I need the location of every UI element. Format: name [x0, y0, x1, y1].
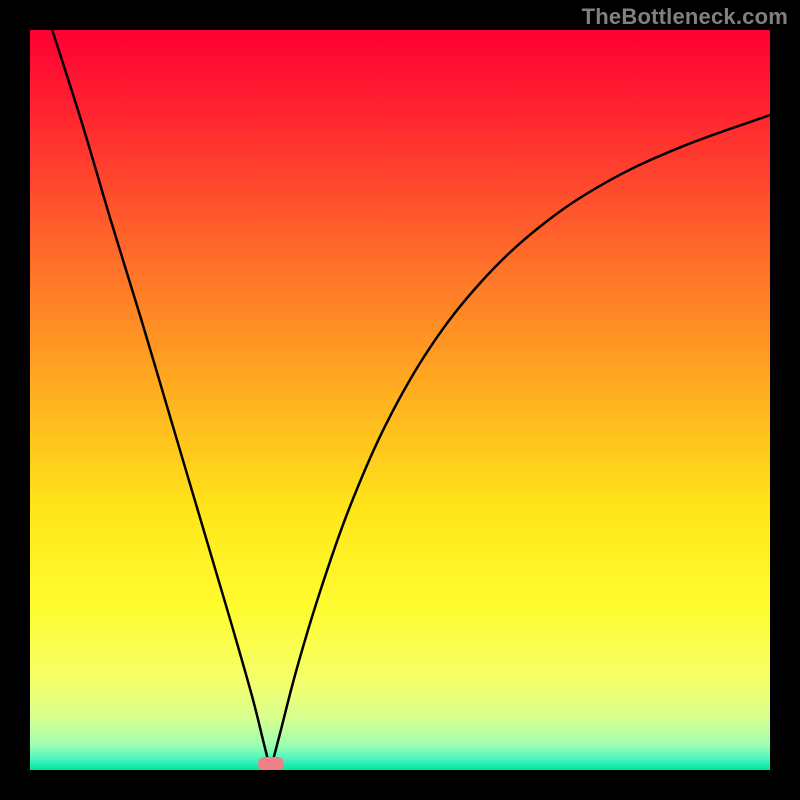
chart-frame: TheBottleneck.com [0, 0, 800, 800]
bottleneck-curve [30, 30, 770, 770]
watermark-text: TheBottleneck.com [582, 4, 788, 30]
vertex-marker [258, 757, 284, 770]
plot-area [30, 30, 770, 770]
